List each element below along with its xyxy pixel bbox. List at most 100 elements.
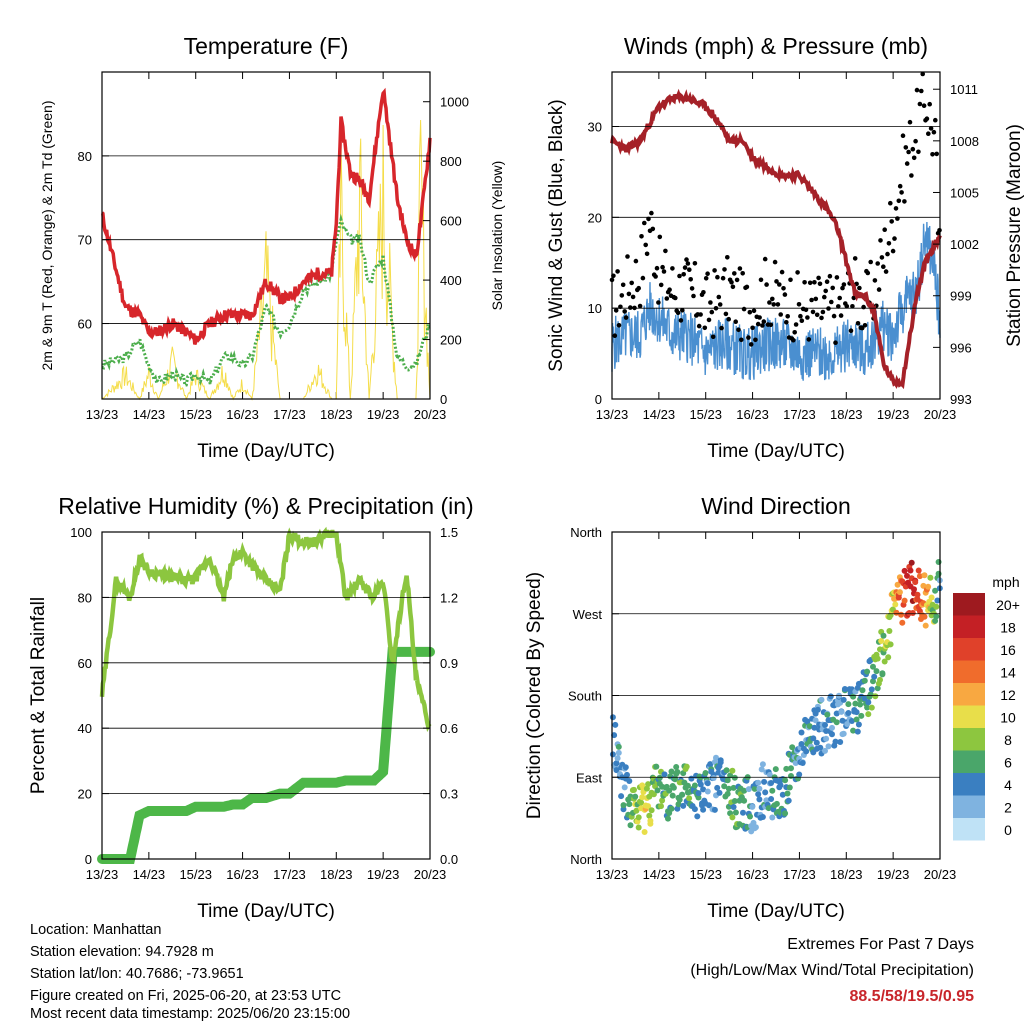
x-tick-label: 19/23	[367, 407, 400, 422]
wind-direction-point	[894, 581, 901, 588]
wind-direction-point	[825, 743, 832, 750]
gust-point	[729, 280, 734, 285]
colorbar-swatch	[953, 660, 985, 683]
gust-point	[829, 299, 834, 305]
gust-point	[859, 325, 865, 331]
wind-direction-point	[814, 706, 821, 713]
wind-direction-point	[804, 718, 811, 725]
colorbar-swatch	[953, 638, 985, 661]
location-text: Location: Manhattan	[30, 922, 162, 938]
gust-point	[855, 321, 861, 326]
gust-point	[732, 271, 737, 276]
wind-direction-point	[885, 654, 892, 661]
gust-point	[886, 241, 892, 246]
gust-point	[682, 265, 688, 270]
wind-direction-point	[912, 579, 919, 586]
gust-point	[709, 309, 715, 315]
gust-point	[850, 304, 855, 309]
wind-direction-point	[782, 777, 789, 784]
gust-point	[612, 333, 618, 339]
x-tick-label: 15/23	[689, 407, 722, 422]
wind-direction-point	[706, 802, 712, 809]
wind-direction-point	[845, 710, 852, 716]
wind-direction-point	[654, 787, 661, 794]
y-right-tick-label: 0.6	[440, 721, 458, 736]
gust-point	[885, 251, 890, 257]
sonic-wind-line	[611, 221, 941, 381]
gust-point	[921, 103, 927, 108]
x-tick-label: 15/23	[179, 407, 212, 422]
gust-point	[670, 266, 675, 271]
wind-direction-point	[665, 815, 671, 822]
wind-direction-point	[844, 721, 851, 727]
wind-direction-point	[806, 723, 813, 730]
x-tick-label: 19/23	[367, 867, 400, 882]
wind-direction-point	[673, 764, 680, 770]
gust-point	[883, 269, 889, 274]
wind-direction-point	[852, 700, 859, 707]
colorbar-label: 12	[1000, 687, 1016, 703]
gust-point	[795, 270, 800, 275]
wind-direction-point	[909, 610, 916, 616]
wind-direction-point	[641, 829, 648, 835]
y-tick-label: 40	[78, 721, 92, 736]
wind-direction-point	[694, 813, 701, 820]
wind-direction-point	[648, 807, 655, 814]
wind-direction-point	[892, 601, 899, 608]
gust-point	[906, 149, 911, 155]
gust-point	[792, 330, 797, 335]
wind-direction-point	[872, 693, 879, 700]
wind-direction-point	[731, 798, 738, 804]
winds-plot	[609, 71, 942, 390]
gust-point	[770, 296, 775, 302]
wind-direction-point	[697, 781, 704, 788]
gust-point	[836, 304, 841, 309]
gust-point	[658, 282, 664, 288]
wind-direction-point	[627, 822, 634, 829]
wind-direction-point	[853, 709, 860, 716]
wind-direction-point	[916, 573, 923, 580]
plot-frame	[101, 71, 431, 400]
wind-direction-point	[614, 755, 621, 762]
y-right-tick-label: 1008	[950, 134, 979, 149]
gust-point	[771, 302, 776, 307]
gust-point	[933, 117, 938, 123]
gust-point	[684, 257, 689, 262]
wind-direction-point	[779, 791, 786, 798]
y-right-tick-label: 0.9	[440, 656, 458, 671]
x-tick-label: 17/23	[273, 407, 306, 422]
wind-direction-point	[686, 795, 693, 802]
wind-direction-point	[928, 594, 935, 601]
gust-point	[805, 315, 810, 320]
gust-point	[889, 219, 894, 224]
y-right-axis-label: Station Pressure (Maroon)	[1004, 124, 1024, 347]
gust-point	[848, 328, 854, 334]
gust-point	[734, 277, 740, 283]
gust-point	[712, 268, 717, 273]
gust-point	[717, 302, 723, 307]
gust-point	[791, 337, 796, 343]
wind-direction-point	[713, 754, 719, 761]
gust-point	[643, 242, 648, 248]
y-tick-label: 20	[78, 787, 92, 802]
wind-direction-point	[921, 613, 928, 620]
wind-direction-point	[756, 796, 763, 803]
colorbar-label: 18	[1000, 620, 1016, 636]
gust-point	[667, 287, 672, 293]
x-tick-label: 20/23	[924, 867, 957, 882]
wind-direction-point	[873, 668, 880, 675]
wind-direction-point	[833, 719, 840, 726]
gust-point	[857, 285, 862, 291]
wind-direction-point	[824, 711, 831, 718]
y-tick-label: 70	[78, 233, 92, 248]
wind-direction-point	[798, 729, 805, 736]
wind-direction-point	[871, 673, 878, 680]
gust-point	[897, 183, 903, 189]
gust-point	[865, 270, 871, 276]
wind-direction-point	[792, 760, 799, 766]
gust-point	[663, 248, 668, 254]
wind-direction-point	[633, 807, 640, 814]
gust-point	[701, 290, 706, 295]
wind-direction-point	[653, 763, 660, 770]
x-tick-label: 18/23	[830, 407, 863, 422]
